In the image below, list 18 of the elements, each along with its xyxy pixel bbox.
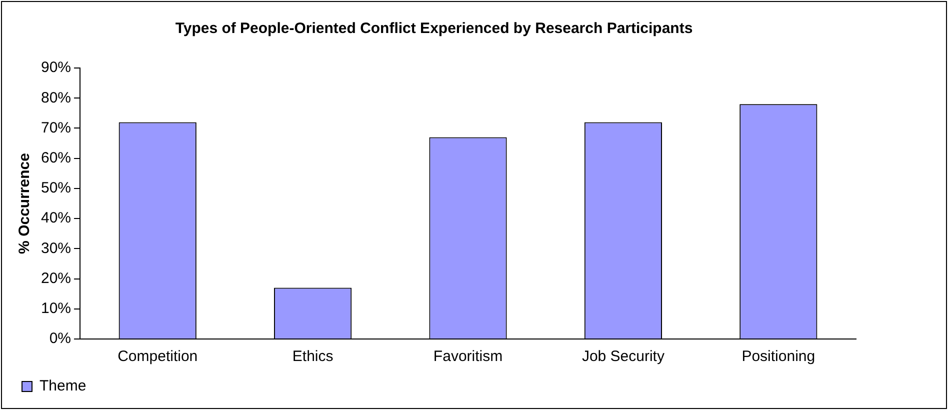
x-tick-label: Favoritism	[433, 348, 503, 366]
y-tick-label: 60%	[40, 149, 72, 166]
y-tick-label: 80%	[40, 89, 72, 106]
y-tick-label: 50%	[40, 180, 72, 197]
legend-label: Theme	[40, 378, 86, 395]
chart-title: Types of People-Oriented Conflict Experienced by Research Participants	[175, 20, 693, 38]
x-tick-label: Competition	[118, 348, 198, 366]
y-tick-label: 0%	[49, 330, 72, 348]
y-tick-label: 70%	[40, 119, 72, 136]
y-tick-label: 10%	[40, 300, 72, 318]
x-tick-label: Job Security	[582, 348, 665, 366]
x-tick-label: Positioning	[742, 348, 816, 366]
x-tick-label: Ethics	[292, 348, 334, 366]
y-tick-label: 40%	[40, 210, 72, 227]
y-tick-label: 20%	[40, 270, 72, 287]
y-tick-label: 30%	[40, 240, 72, 257]
y-tick-label: 90%	[40, 59, 72, 76]
y-axis-title: % Occurrence	[16, 153, 34, 254]
